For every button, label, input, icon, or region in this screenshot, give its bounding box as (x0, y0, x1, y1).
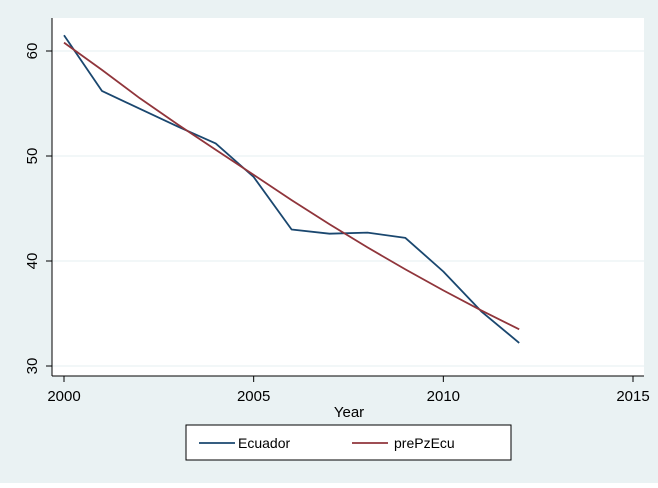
y-tick-label-50: 50 (24, 148, 41, 165)
x-tick-label-2010: 2010 (427, 388, 460, 405)
x-axis-label: Year (334, 404, 364, 421)
axes: 30 40 50 60 2000 2005 2010 2015 (24, 18, 650, 405)
x-tick-label-2005: 2005 (237, 388, 270, 405)
plot-region-background (52, 18, 644, 376)
series-layer (63, 34, 520, 344)
x-tick-label-2015: 2015 (616, 388, 649, 405)
legend: Ecuador prePzEcu (185, 424, 512, 461)
series-line-prepzecu (63, 41, 520, 331)
y-tick-label-60: 60 (24, 43, 41, 60)
legend-box (185, 424, 512, 461)
series-line-ecuador (63, 34, 520, 344)
gridlines (52, 50, 644, 367)
legend-label-ecuador: Ecuador (238, 435, 290, 451)
y-tick-label-40: 40 (24, 253, 41, 270)
y-tick-label-30: 30 (24, 358, 41, 375)
legend-label-prepzecu: prePzEcu (394, 435, 455, 451)
x-tick-label-2000: 2000 (47, 388, 80, 405)
